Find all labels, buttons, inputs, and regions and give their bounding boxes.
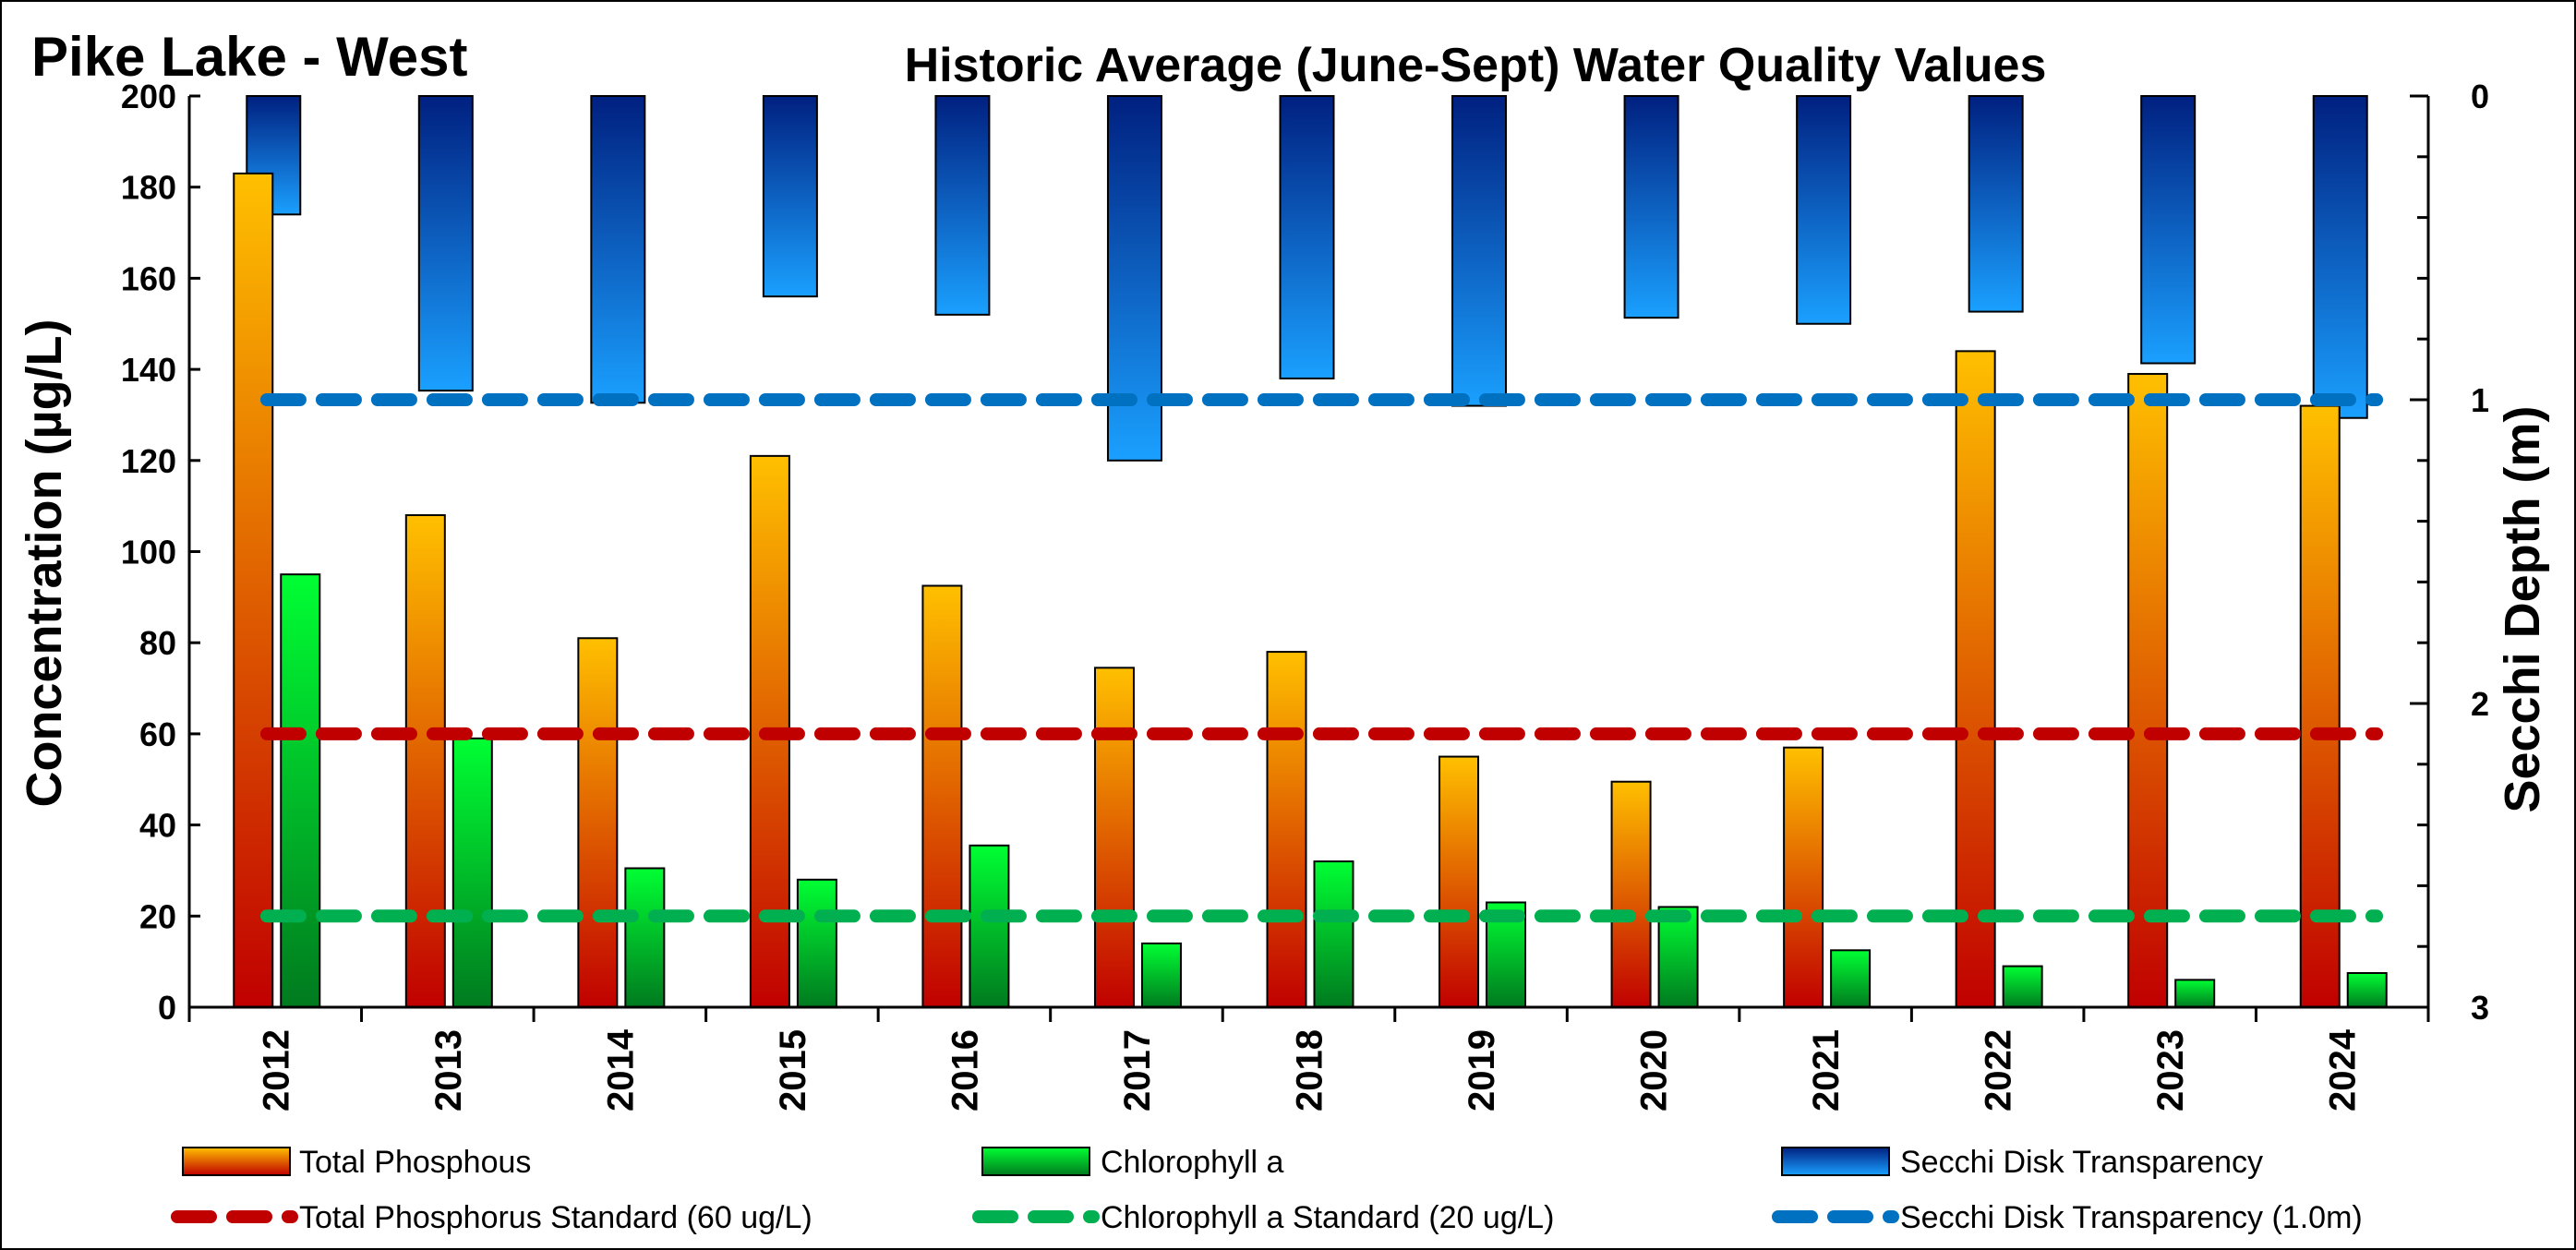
x-tick-label-2019: 2019 xyxy=(1462,1029,1502,1112)
y2-tick-label-0: 0 xyxy=(2471,78,2489,115)
y-tick-label-160: 160 xyxy=(121,259,176,297)
bar-total-phosphous-2018 xyxy=(1266,651,1307,1008)
bar-secchi-2018 xyxy=(1279,95,1335,379)
bar-secchi-2024 xyxy=(2312,95,2368,419)
legend: Total Phosphous Chlorophyll a Secchi Dis… xyxy=(171,1145,2363,1235)
bars-layer xyxy=(233,95,2388,1009)
legend-item-chlorophyll: Chlorophyll a xyxy=(981,1145,1284,1180)
bar-secchi-2016 xyxy=(934,95,991,316)
legend-swatch-secchi xyxy=(1781,1147,1890,1176)
chart-title: Historic Average (June-Sept) Water Quali… xyxy=(905,39,2047,92)
bar-chlorophyll-2016 xyxy=(969,844,1010,1008)
y-tick-label-80: 80 xyxy=(139,624,176,662)
reference-lines-layer xyxy=(259,393,2384,923)
x-tick-label-2022: 2022 xyxy=(1979,1029,2019,1112)
bar-chlorophyll-2024 xyxy=(2346,971,2388,1009)
legend-label-secchi-standard: Secchi Disk Transparency (1.0m) xyxy=(1900,1200,2363,1235)
bar-total-phosphous-2014 xyxy=(577,637,619,1008)
legend-item-secchi-standard: Secchi Disk Transparency (1.0m) xyxy=(1772,1200,2363,1235)
y-tick-label-200: 200 xyxy=(121,78,176,115)
x-tick-label-2015: 2015 xyxy=(773,1029,813,1112)
y2-tick-label-2: 2 xyxy=(2471,685,2489,723)
bar-secchi-2021 xyxy=(1796,95,1852,325)
y-tick-label-120: 120 xyxy=(121,442,176,480)
bar-secchi-2023 xyxy=(2140,95,2197,365)
bar-chlorophyll-2021 xyxy=(1830,949,1872,1008)
bar-total-phosphous-2019 xyxy=(1438,755,1480,1008)
legend-item-total-phosphous: Total Phosphous xyxy=(182,1145,531,1180)
legend-label-chl-standard: Chlorophyll a Standard (20 ug/L) xyxy=(1101,1200,1554,1235)
bar-secchi-2015 xyxy=(762,95,818,298)
bar-total-phosphous-2012 xyxy=(233,172,274,1008)
bar-total-phosphous-2017 xyxy=(1093,667,1135,1009)
y-tick-label-40: 40 xyxy=(139,807,176,845)
y2-tick-label-3: 3 xyxy=(2471,989,2489,1027)
legend-item-tp-standard: Total Phosphorus Standard (60 ug/L) xyxy=(171,1200,813,1235)
axes-layer: 0 20 40 60 80 100 120 140 160 180 200 0 1 2 3 2012 2013 2… xyxy=(121,78,2489,1112)
bar-chlorophyll-2013 xyxy=(451,737,493,1009)
x-tick-label-2018: 2018 xyxy=(1290,1029,1330,1112)
x-tick-label-2016: 2016 xyxy=(945,1029,985,1112)
y-tick-label-180: 180 xyxy=(121,169,176,207)
bar-total-phosphous-2013 xyxy=(404,514,446,1008)
y2-axis-title: Secchi Depth (m) xyxy=(2495,405,2550,812)
bar-chlorophyll-2022 xyxy=(2002,965,2043,1008)
legend-label-total-phosphous: Total Phosphous xyxy=(299,1145,531,1180)
x-tick-label-2012: 2012 xyxy=(256,1029,296,1112)
legend-label-secchi: Secchi Disk Transparency xyxy=(1900,1145,2263,1180)
legend-label-tp-standard: Total Phosphorus Standard (60 ug/L) xyxy=(299,1200,813,1235)
bar-total-phosphous-2022 xyxy=(1955,350,1996,1008)
y-tick-label-0: 0 xyxy=(158,989,176,1027)
bar-total-phosphous-2020 xyxy=(1610,780,1652,1009)
bar-total-phosphous-2021 xyxy=(1783,746,1824,1009)
y-tick-label-140: 140 xyxy=(121,351,176,389)
x-tick-label-2023: 2023 xyxy=(2150,1029,2191,1112)
bar-chlorophyll-2017 xyxy=(1140,942,1182,1008)
legend-item-secchi: Secchi Disk Transparency xyxy=(1781,1145,2263,1180)
y2-tick-label-1: 1 xyxy=(2471,381,2489,419)
bar-secchi-2019 xyxy=(1451,95,1508,407)
legend-item-chl-standard: Chlorophyll a Standard (20 ug/L) xyxy=(972,1200,1554,1235)
x-tick-label-2014: 2014 xyxy=(600,1028,641,1112)
bar-secchi-2022 xyxy=(1968,95,2024,313)
x-tick-label-2020: 2020 xyxy=(1634,1029,1675,1112)
bar-total-phosphous-2016 xyxy=(921,584,963,1008)
lake-name: Pike Lake - West xyxy=(31,26,467,88)
bar-chlorophyll-2018 xyxy=(1313,860,1354,1009)
x-tick-label-2024: 2024 xyxy=(2323,1028,2364,1112)
bar-total-phosphous-2023 xyxy=(2127,373,2169,1009)
bar-secchi-2020 xyxy=(1623,95,1679,319)
x-tick-label-2017: 2017 xyxy=(1117,1029,1158,1112)
legend-swatch-total-phosphous xyxy=(182,1147,291,1176)
y-tick-label-60: 60 xyxy=(139,715,176,753)
y-axis-title: Concentration (µg/L) xyxy=(17,319,72,807)
y-tick-label-100: 100 xyxy=(121,534,176,571)
bar-chlorophyll-2015 xyxy=(796,878,837,1008)
bar-secchi-2013 xyxy=(417,95,474,392)
bar-chlorophyll-2012 xyxy=(280,573,321,1008)
x-tick-label-2021: 2021 xyxy=(1806,1029,1847,1112)
bar-secchi-2014 xyxy=(590,95,646,404)
legend-swatch-chlorophyll xyxy=(981,1147,1090,1176)
bar-chlorophyll-2023 xyxy=(2174,979,2216,1009)
bar-chlorophyll-2014 xyxy=(624,867,666,1008)
x-tick-label-2013: 2013 xyxy=(428,1029,469,1112)
legend-label-chlorophyll: Chlorophyll a xyxy=(1101,1145,1284,1180)
y-tick-label-20: 20 xyxy=(139,897,176,935)
